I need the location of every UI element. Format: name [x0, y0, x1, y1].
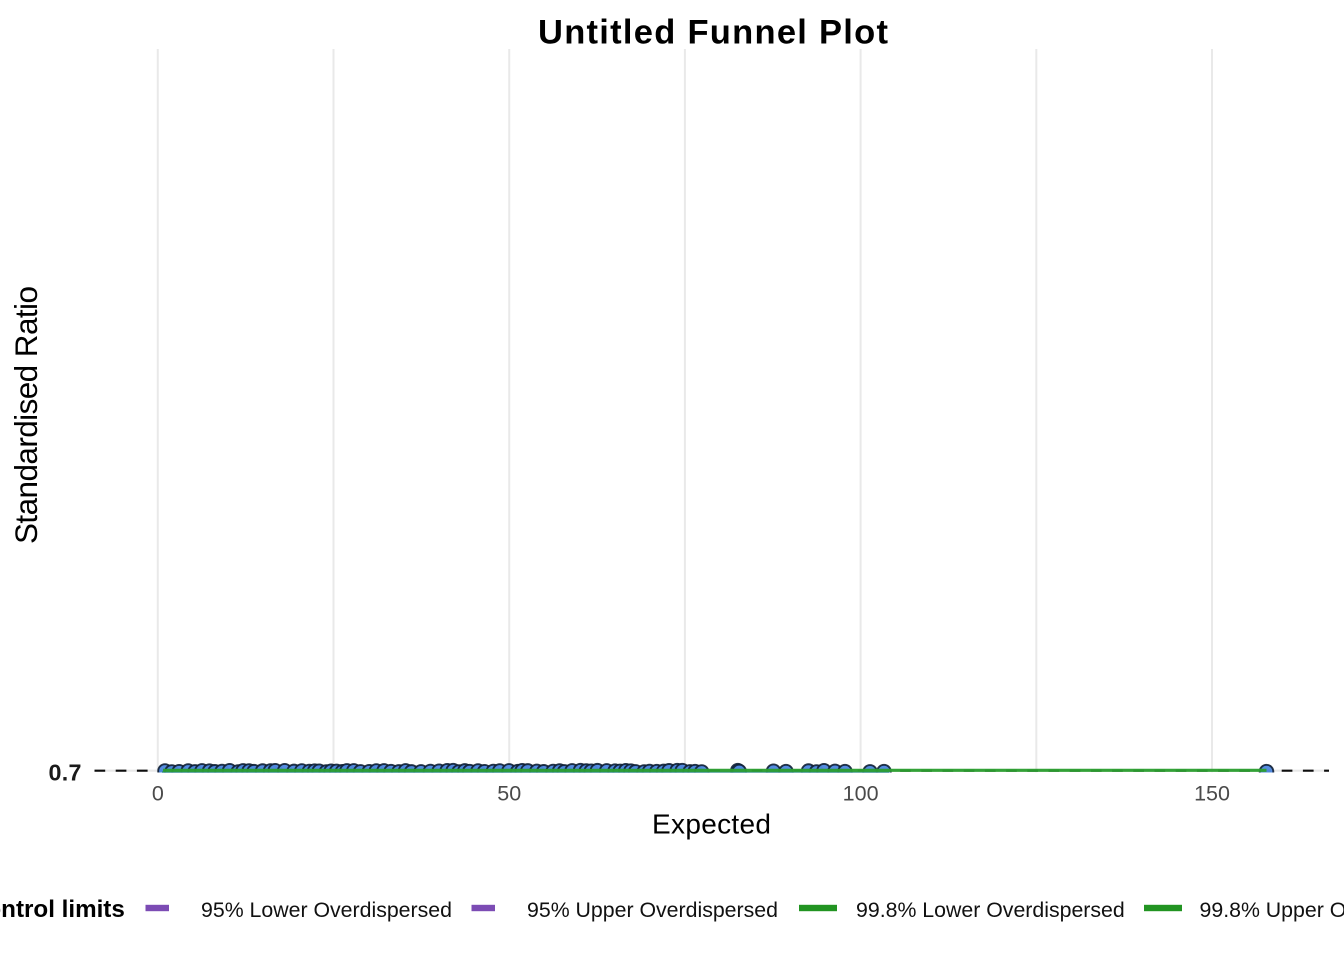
svg-text:Untitled Funnel Plot: Untitled Funnel Plot [538, 14, 889, 52]
svg-text:0.7: 0.7 [49, 760, 82, 786]
svg-text:99.8% Lower Overdispersed: 99.8% Lower Overdispersed [856, 898, 1125, 922]
svg-text:95% Upper Overdispersed: 95% Upper Overdispersed [527, 898, 778, 922]
svg-text:150: 150 [1194, 782, 1230, 806]
svg-text:0: 0 [152, 782, 164, 806]
svg-text:Standardised Ratio: Standardised Ratio [8, 286, 44, 544]
svg-text:95% Lower Overdispersed: 95% Lower Overdispersed [201, 898, 452, 922]
svg-text:Control limits: Control limits [0, 896, 125, 923]
svg-text:99.8% Upper Overdispersed: 99.8% Upper Overdispersed [1200, 898, 1344, 922]
svg-text:50: 50 [497, 782, 521, 806]
svg-text:100: 100 [843, 782, 879, 806]
svg-text:Expected: Expected [652, 809, 771, 840]
